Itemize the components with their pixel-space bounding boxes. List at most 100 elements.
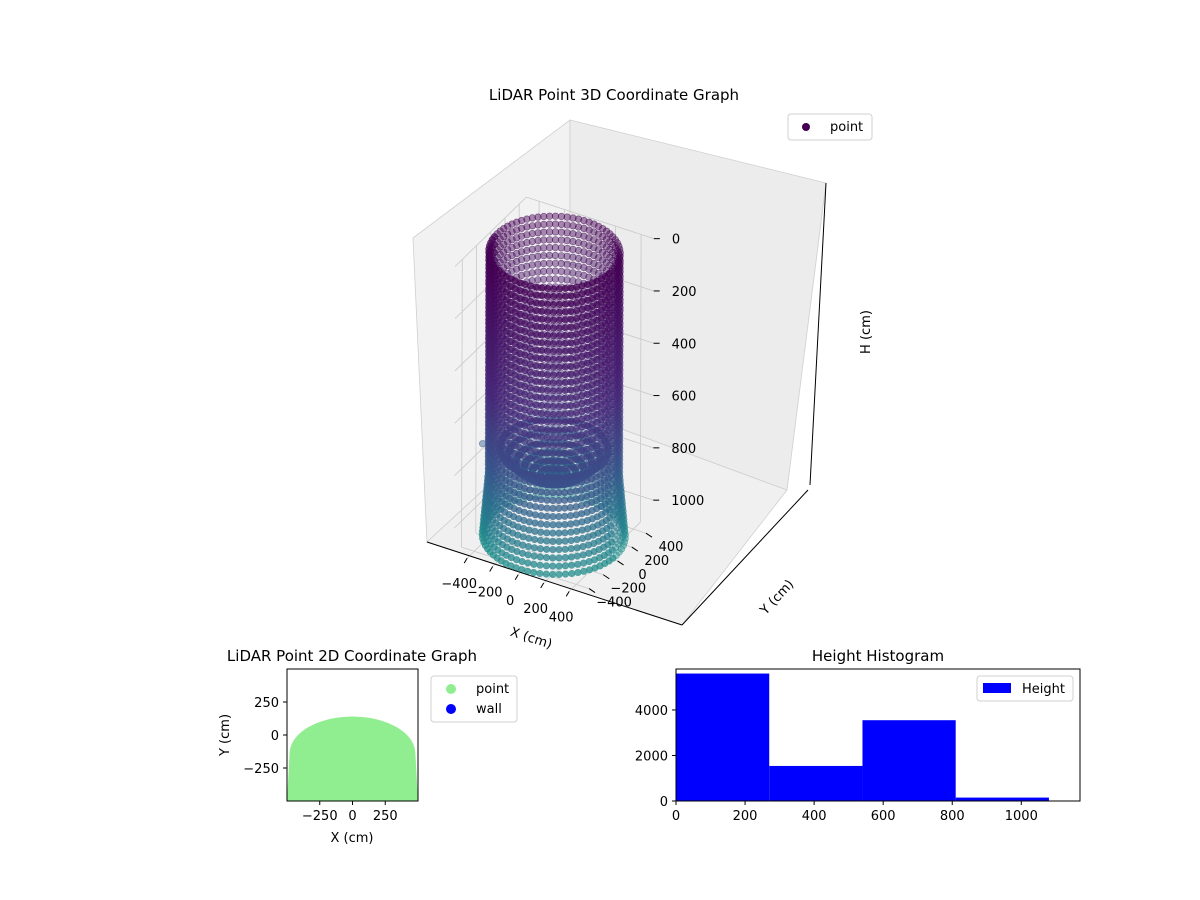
point-3d [519, 541, 527, 549]
point-3d [549, 521, 557, 529]
y-tick-label-hist: 4000 [635, 704, 668, 719]
point-3d [561, 473, 569, 481]
point-3d [573, 535, 581, 544]
legend-3d: point [787, 113, 873, 141]
plot-2d: −250 0 250 250 0 −250 LiDAR Point 2D Coordina… [218, 647, 518, 846]
point-3d [523, 270, 531, 278]
point-3d [590, 228, 598, 236]
point-3d [573, 544, 581, 552]
point-3d [590, 236, 598, 244]
x-tick-label-3d: −200 [467, 585, 503, 600]
point-3d [573, 552, 582, 560]
point-3d [574, 223, 583, 231]
point-3d [504, 230, 512, 238]
plot-histogram: 0 200 400 600 800 1000 0 2000 4000 Height Histog… [635, 647, 1081, 824]
point-3d [508, 251, 516, 260]
axes-hist-frame [675, 668, 1081, 802]
point-3d [521, 445, 529, 453]
point-3d [557, 228, 566, 236]
point-3d [537, 488, 545, 496]
point-3d [543, 512, 551, 520]
point-3d [549, 473, 557, 481]
point-3d [549, 465, 557, 473]
point-3d [545, 228, 554, 236]
point-3d [561, 465, 569, 473]
point-3d [566, 512, 575, 520]
point-3d [549, 410, 557, 418]
point-3d [534, 213, 542, 221]
point-3d [580, 248, 588, 256]
points-2d-area [287, 716, 418, 801]
point-3d [531, 527, 539, 535]
point-3d [537, 441, 546, 449]
point-3d [521, 343, 529, 351]
point-3d [574, 239, 583, 247]
z-tick-label-3d: 0 [672, 233, 680, 248]
x-tick-label-3d: 400 [549, 610, 574, 625]
point-3d [569, 269, 577, 277]
point-3d [545, 220, 554, 228]
point-3d [520, 469, 529, 477]
point-3d [521, 327, 529, 336]
point-3d [574, 231, 583, 239]
point-3d [551, 212, 560, 220]
point-3d [580, 264, 588, 272]
point-3d [528, 253, 536, 261]
point-3d [521, 320, 529, 328]
point-3d [594, 254, 603, 262]
point-3d [508, 228, 516, 236]
point-3d [557, 275, 565, 283]
y-tick-3d [603, 574, 610, 580]
point-3d [599, 232, 607, 241]
point-3d [561, 379, 569, 387]
point-3d [549, 570, 557, 579]
title-hist: Height Histogram [812, 647, 944, 665]
point-3d [611, 500, 619, 508]
xlabel-2d: X (cm) [331, 831, 374, 846]
point-3d [563, 260, 571, 268]
y-tick-label-2d: −250 [243, 762, 279, 777]
point-3d [563, 213, 571, 221]
x-tick-label-hist: 1000 [1005, 809, 1038, 824]
x-tick-label-hist: 0 [672, 809, 680, 824]
title-2d: LiDAR Point 2D Coordinate Graph [227, 647, 477, 665]
point-3d [536, 545, 545, 553]
point-3d [534, 221, 542, 229]
histogram-bar [862, 720, 956, 801]
histogram-bars [676, 673, 1049, 801]
point-3d [561, 553, 569, 562]
point-3d [518, 557, 526, 566]
point-3d [534, 260, 542, 268]
point-3d [574, 560, 582, 568]
point-3d [523, 231, 531, 239]
point-3d [520, 516, 528, 525]
point-3d [555, 545, 563, 554]
point-3d [543, 537, 551, 545]
point-3d [543, 529, 551, 537]
point-3d [543, 379, 552, 387]
z-tick-label-3d: 200 [672, 285, 697, 300]
point-3d [561, 520, 569, 529]
point-3d [563, 237, 571, 245]
point-3d [530, 544, 539, 552]
legend-2d: point wall [430, 675, 518, 723]
point-3d [540, 228, 548, 236]
point-3d [521, 390, 529, 398]
point-3d [521, 406, 529, 414]
point-3d [563, 229, 571, 237]
point-3d [594, 230, 603, 238]
point-3d [542, 545, 551, 553]
point-3d [549, 402, 557, 411]
point-3d [569, 230, 577, 238]
x-tick-label-2d: 0 [348, 809, 356, 824]
y-tick-label-2d: 0 [271, 729, 279, 744]
point-3d [574, 246, 583, 255]
point-3d [534, 252, 542, 260]
point-3d [545, 244, 554, 252]
point-3d [557, 212, 566, 221]
point-3d [569, 261, 577, 269]
y-tick-label-2d: 250 [254, 696, 279, 711]
point-3d [549, 489, 557, 497]
point-3d [549, 442, 557, 450]
point-3d [523, 239, 531, 247]
